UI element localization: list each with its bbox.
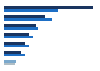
Bar xyxy=(4,15,45,18)
Bar xyxy=(4,6,93,9)
Bar xyxy=(4,24,36,27)
Bar xyxy=(4,45,29,47)
Bar xyxy=(4,54,25,56)
Bar xyxy=(4,36,33,38)
Bar xyxy=(4,51,22,54)
Bar xyxy=(4,27,38,30)
Bar xyxy=(4,33,29,36)
Bar xyxy=(4,18,52,21)
Bar xyxy=(4,9,58,12)
Bar xyxy=(4,42,25,45)
Bar xyxy=(4,60,16,63)
Bar xyxy=(4,63,15,65)
